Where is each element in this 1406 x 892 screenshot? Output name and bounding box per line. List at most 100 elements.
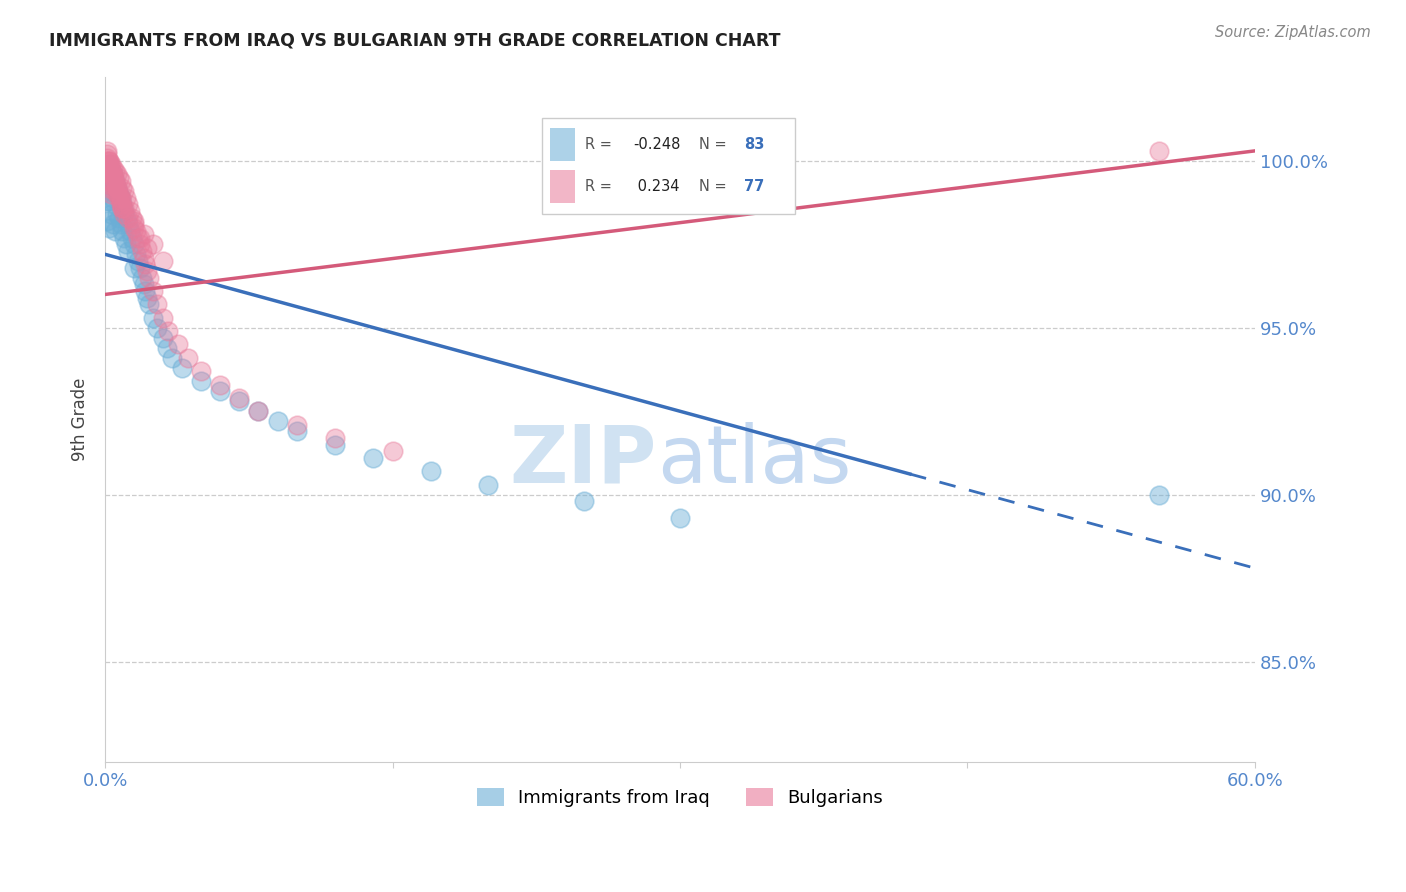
Point <box>117 244 139 258</box>
Point <box>100 207 122 221</box>
Point <box>128 260 150 275</box>
Point <box>101 170 124 185</box>
Point <box>105 167 128 181</box>
Point <box>105 180 128 194</box>
Point <box>381 444 404 458</box>
Point <box>125 224 148 238</box>
Point <box>98 220 121 235</box>
Point <box>100 161 122 175</box>
Point <box>100 164 122 178</box>
Point <box>101 178 124 192</box>
Point <box>98 167 121 181</box>
Point <box>122 214 145 228</box>
Point <box>155 341 177 355</box>
Point <box>96 164 118 178</box>
Point <box>100 174 122 188</box>
Point <box>128 230 150 244</box>
Point <box>120 204 142 219</box>
Point <box>96 167 118 181</box>
Point <box>136 241 159 255</box>
Point <box>100 184 122 198</box>
Point <box>247 404 270 418</box>
Point <box>142 284 165 298</box>
Point <box>132 251 155 265</box>
Point <box>142 310 165 325</box>
Point <box>266 414 288 428</box>
Point <box>190 374 212 388</box>
Point <box>162 351 184 365</box>
Point <box>96 161 118 175</box>
Point <box>107 191 129 205</box>
Point <box>122 220 145 235</box>
Point <box>420 464 443 478</box>
Point <box>131 244 153 258</box>
Point <box>138 270 160 285</box>
Point <box>101 167 124 181</box>
Point <box>110 194 132 208</box>
Point <box>152 254 174 268</box>
Point <box>146 320 169 334</box>
Point <box>104 197 127 211</box>
Point <box>209 384 232 399</box>
Point <box>363 450 385 465</box>
Point <box>323 431 346 445</box>
Point <box>157 324 180 338</box>
Point <box>1147 144 1170 158</box>
Point <box>100 187 122 202</box>
Point <box>111 224 134 238</box>
Point <box>104 184 127 198</box>
Point <box>98 174 121 188</box>
Point <box>122 237 145 252</box>
Point <box>138 297 160 311</box>
Point <box>120 224 142 238</box>
Point <box>574 494 596 508</box>
Point <box>127 254 149 268</box>
Point <box>96 153 118 168</box>
Point <box>96 151 118 165</box>
Point <box>107 211 129 225</box>
Point <box>98 157 121 171</box>
Point <box>104 174 127 188</box>
Point <box>132 227 155 242</box>
Point <box>228 394 250 409</box>
Point <box>104 164 127 178</box>
Point <box>115 237 138 252</box>
Point <box>228 391 250 405</box>
Point <box>209 377 232 392</box>
Point <box>152 310 174 325</box>
Point <box>105 180 128 194</box>
Point <box>122 260 145 275</box>
Point <box>115 211 138 225</box>
Point <box>101 161 124 175</box>
Point <box>115 191 138 205</box>
Point <box>117 211 139 225</box>
Point <box>136 291 159 305</box>
Point <box>112 230 135 244</box>
Text: IMMIGRANTS FROM IRAQ VS BULGARIAN 9TH GRADE CORRELATION CHART: IMMIGRANTS FROM IRAQ VS BULGARIAN 9TH GR… <box>49 31 780 49</box>
Point <box>167 337 190 351</box>
Point <box>117 217 139 231</box>
Point <box>111 201 134 215</box>
Point <box>110 191 132 205</box>
Point <box>136 264 159 278</box>
Point <box>110 197 132 211</box>
Point <box>285 425 308 439</box>
Point <box>101 167 124 181</box>
Point <box>96 194 118 208</box>
Point <box>190 364 212 378</box>
Point <box>247 404 270 418</box>
Point <box>98 180 121 194</box>
Y-axis label: 9th Grade: 9th Grade <box>72 378 89 461</box>
Point <box>142 237 165 252</box>
Point <box>98 153 121 168</box>
Point <box>323 437 346 451</box>
Point <box>128 237 150 252</box>
Legend: Immigrants from Iraq, Bulgarians: Immigrants from Iraq, Bulgarians <box>470 780 890 814</box>
Point <box>100 164 122 178</box>
Point <box>112 201 135 215</box>
Point <box>105 187 128 202</box>
Point <box>96 147 118 161</box>
Point <box>101 217 124 231</box>
Point <box>170 360 193 375</box>
Point <box>112 184 135 198</box>
